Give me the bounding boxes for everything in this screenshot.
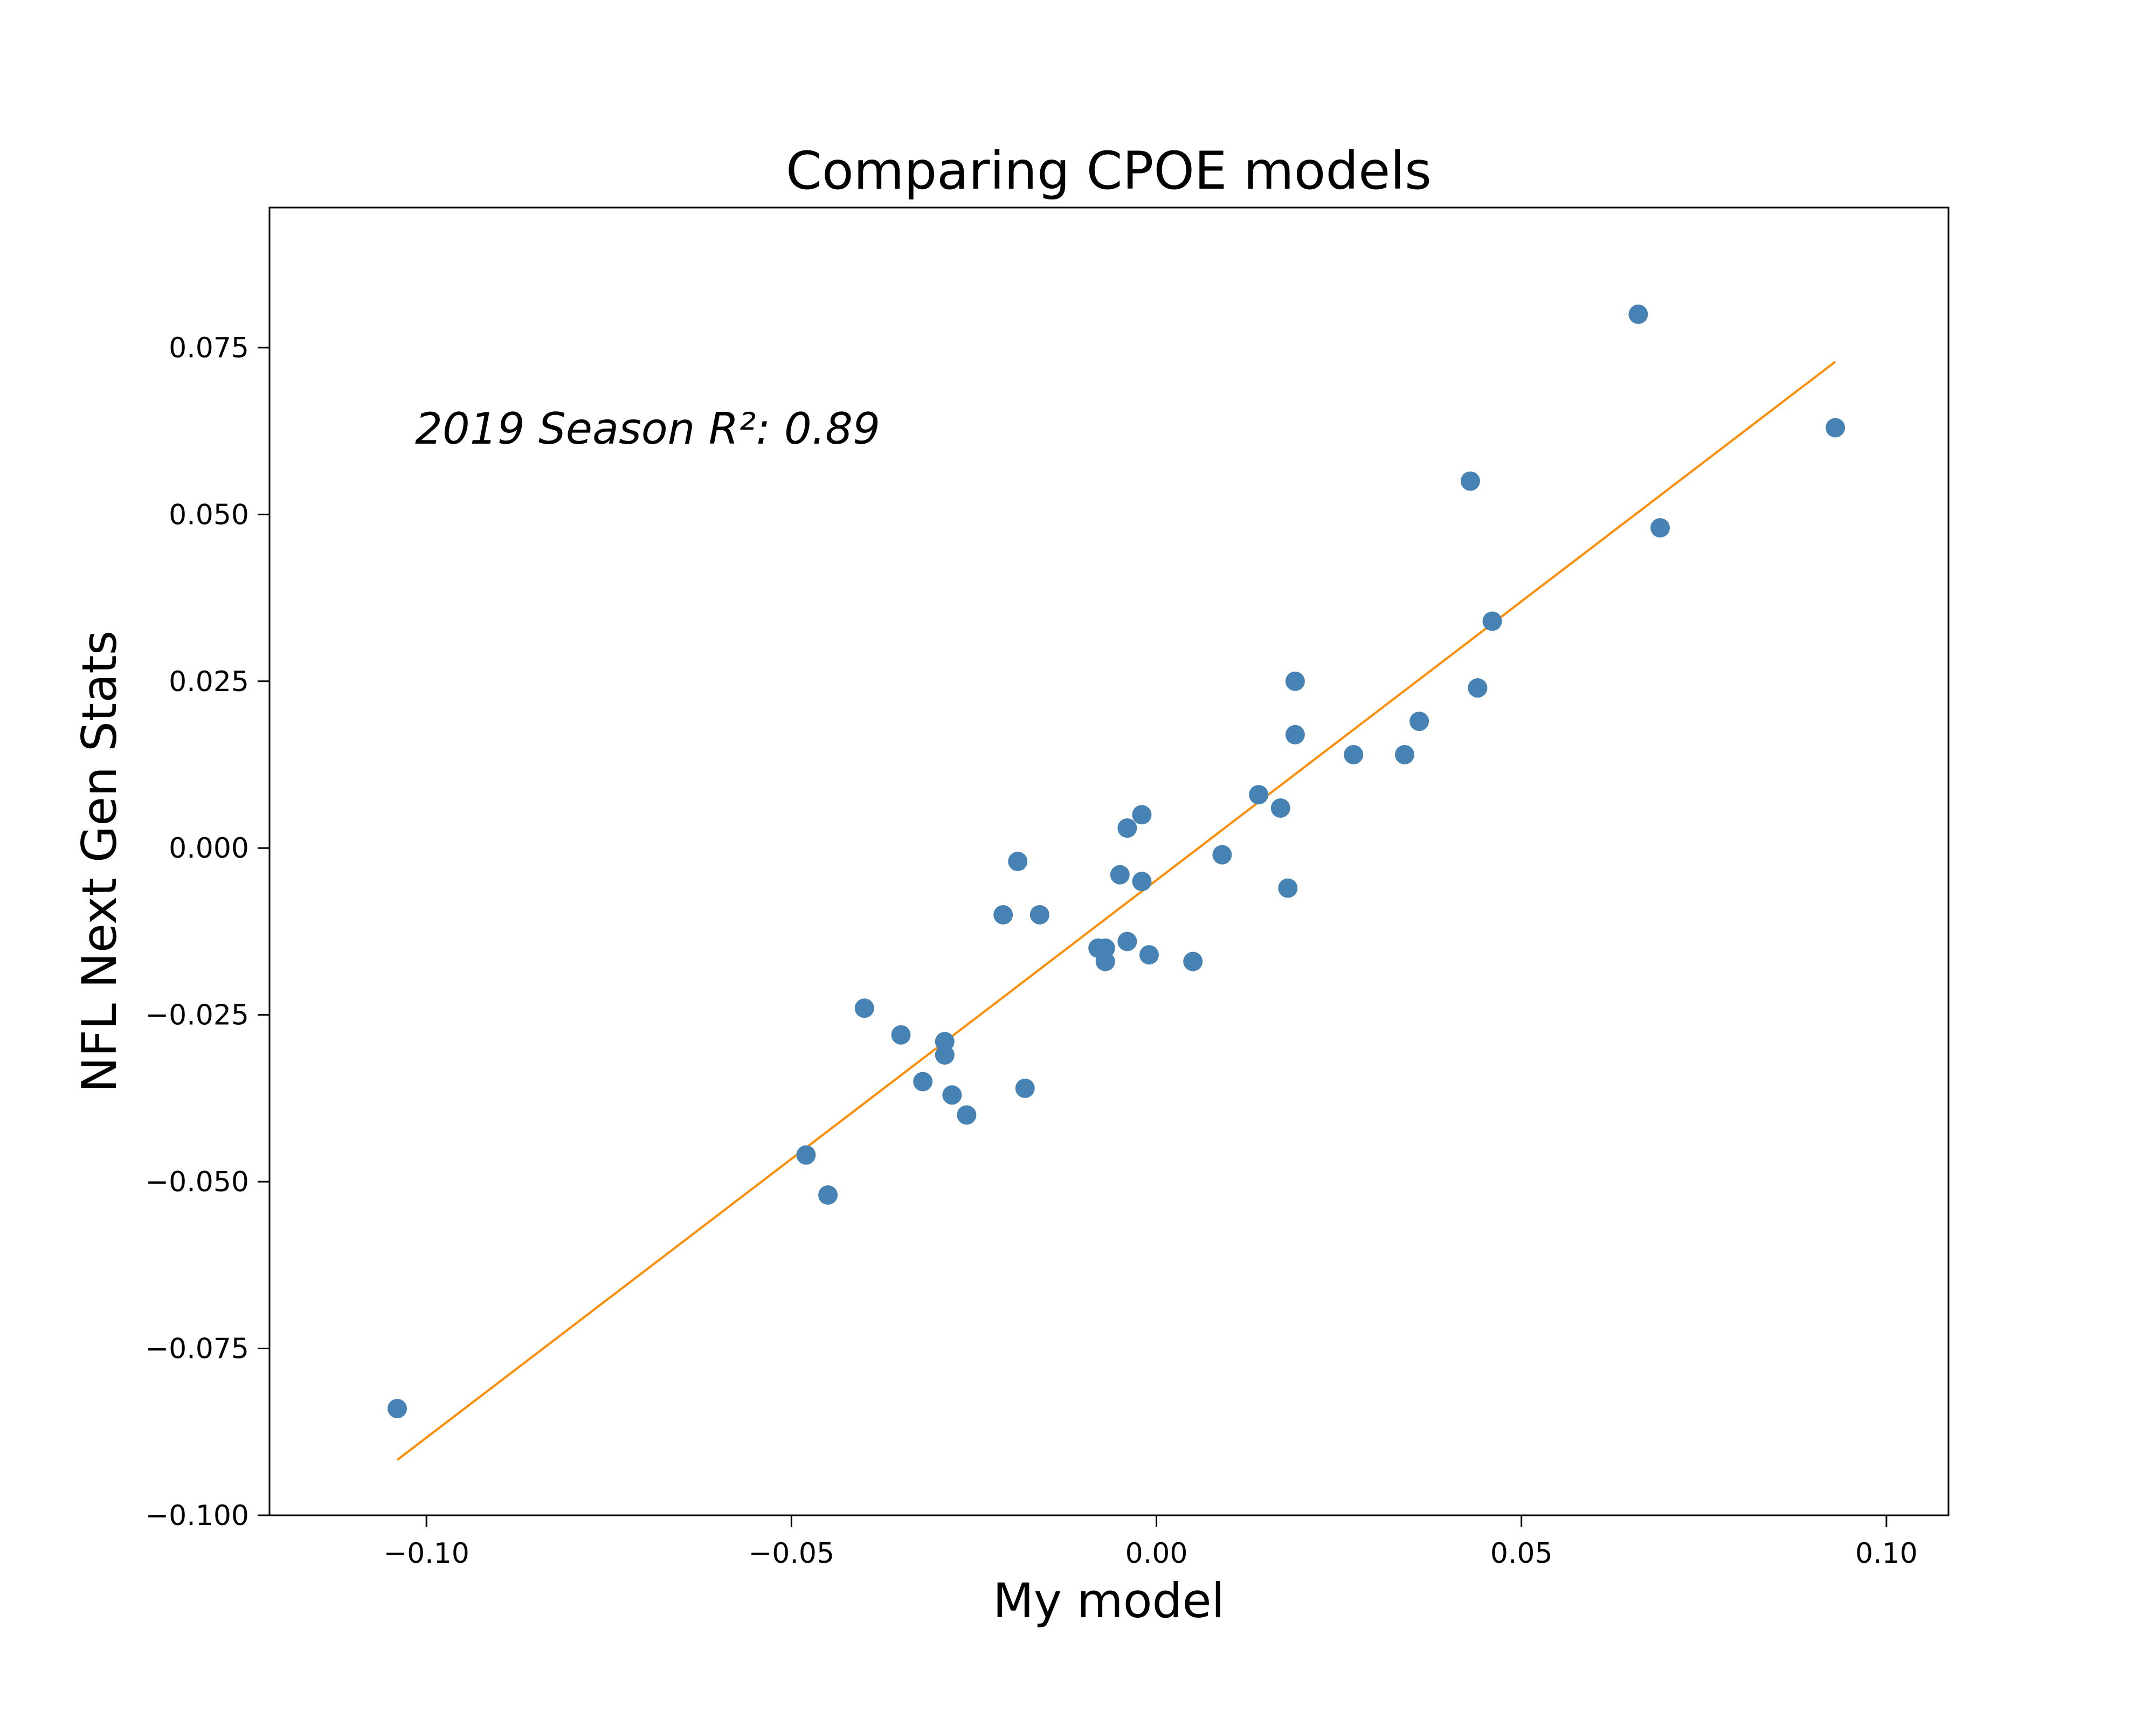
chart-title: Comparing CPOE models [786,141,1432,201]
data-point [1460,471,1480,491]
y-tick-label: −0.075 [146,1333,249,1365]
r-squared-annotation: 2019 Season R²: 0.89 [415,404,880,454]
data-point [1110,865,1130,885]
data-point [1095,938,1115,958]
y-tick-label: 0.075 [169,332,249,364]
data-point [1183,951,1203,971]
data-point [913,1072,933,1092]
data-point [1278,878,1298,898]
data-point [1270,798,1290,818]
data-point [1117,932,1137,951]
x-axis-ticks: −0.10 −0.05 0.00 0.05 0.10 [384,1515,1918,1570]
data-point [942,1085,962,1105]
data-point [854,998,874,1018]
data-point [1015,1078,1035,1098]
data-point [1249,785,1269,805]
data-point [818,1185,838,1205]
data-point [388,1398,407,1418]
data-point [1132,872,1152,892]
data-point [1826,418,1846,438]
y-tick-label: −0.050 [146,1166,249,1198]
data-point [891,1025,911,1045]
plot-area [268,206,1950,1516]
data-point [935,1032,955,1052]
data-point [1029,905,1049,925]
x-tick-label: −0.10 [384,1537,469,1570]
data-point [796,1145,816,1165]
y-tick-label: 0.025 [169,666,249,698]
data-point [1468,678,1488,698]
y-tick-label: 0.000 [169,832,249,865]
data-point [1395,744,1415,764]
data-point [1650,518,1670,538]
y-tick-label: −0.025 [146,999,249,1032]
data-point [1212,845,1232,865]
data-point [1095,951,1115,971]
data-point [1628,305,1648,325]
data-point [1285,671,1305,691]
data-point [1139,945,1159,965]
data-point [1008,852,1028,871]
data-point [1285,724,1305,744]
x-tick-label: −0.05 [749,1537,834,1570]
x-tick-label: 0.10 [1855,1537,1918,1570]
fit-line [396,361,1836,1461]
y-tick-label: 0.050 [169,499,249,531]
points-layer [388,305,1846,1418]
data-point [1117,818,1137,838]
y-axis-ticks: −0.100 −0.075 −0.050 −0.025 0.000 0.025 0.050 0… [146,332,270,1532]
data-point [1409,712,1429,732]
data-point [957,1105,977,1125]
data-point [993,905,1013,925]
fit-line-layer [396,361,1836,1461]
data-point [935,1045,955,1065]
y-tick-label: −0.100 [146,1500,249,1532]
data-point [1132,805,1152,825]
data-point [1344,744,1364,764]
x-tick-label: 0.05 [1490,1537,1553,1570]
data-point [1482,611,1502,631]
x-axis-label: My model [993,1573,1225,1629]
plot-frame [268,206,1950,1516]
x-tick-label: 0.00 [1125,1537,1188,1570]
y-axis-label: NFL Next Gen Stats [72,630,127,1092]
